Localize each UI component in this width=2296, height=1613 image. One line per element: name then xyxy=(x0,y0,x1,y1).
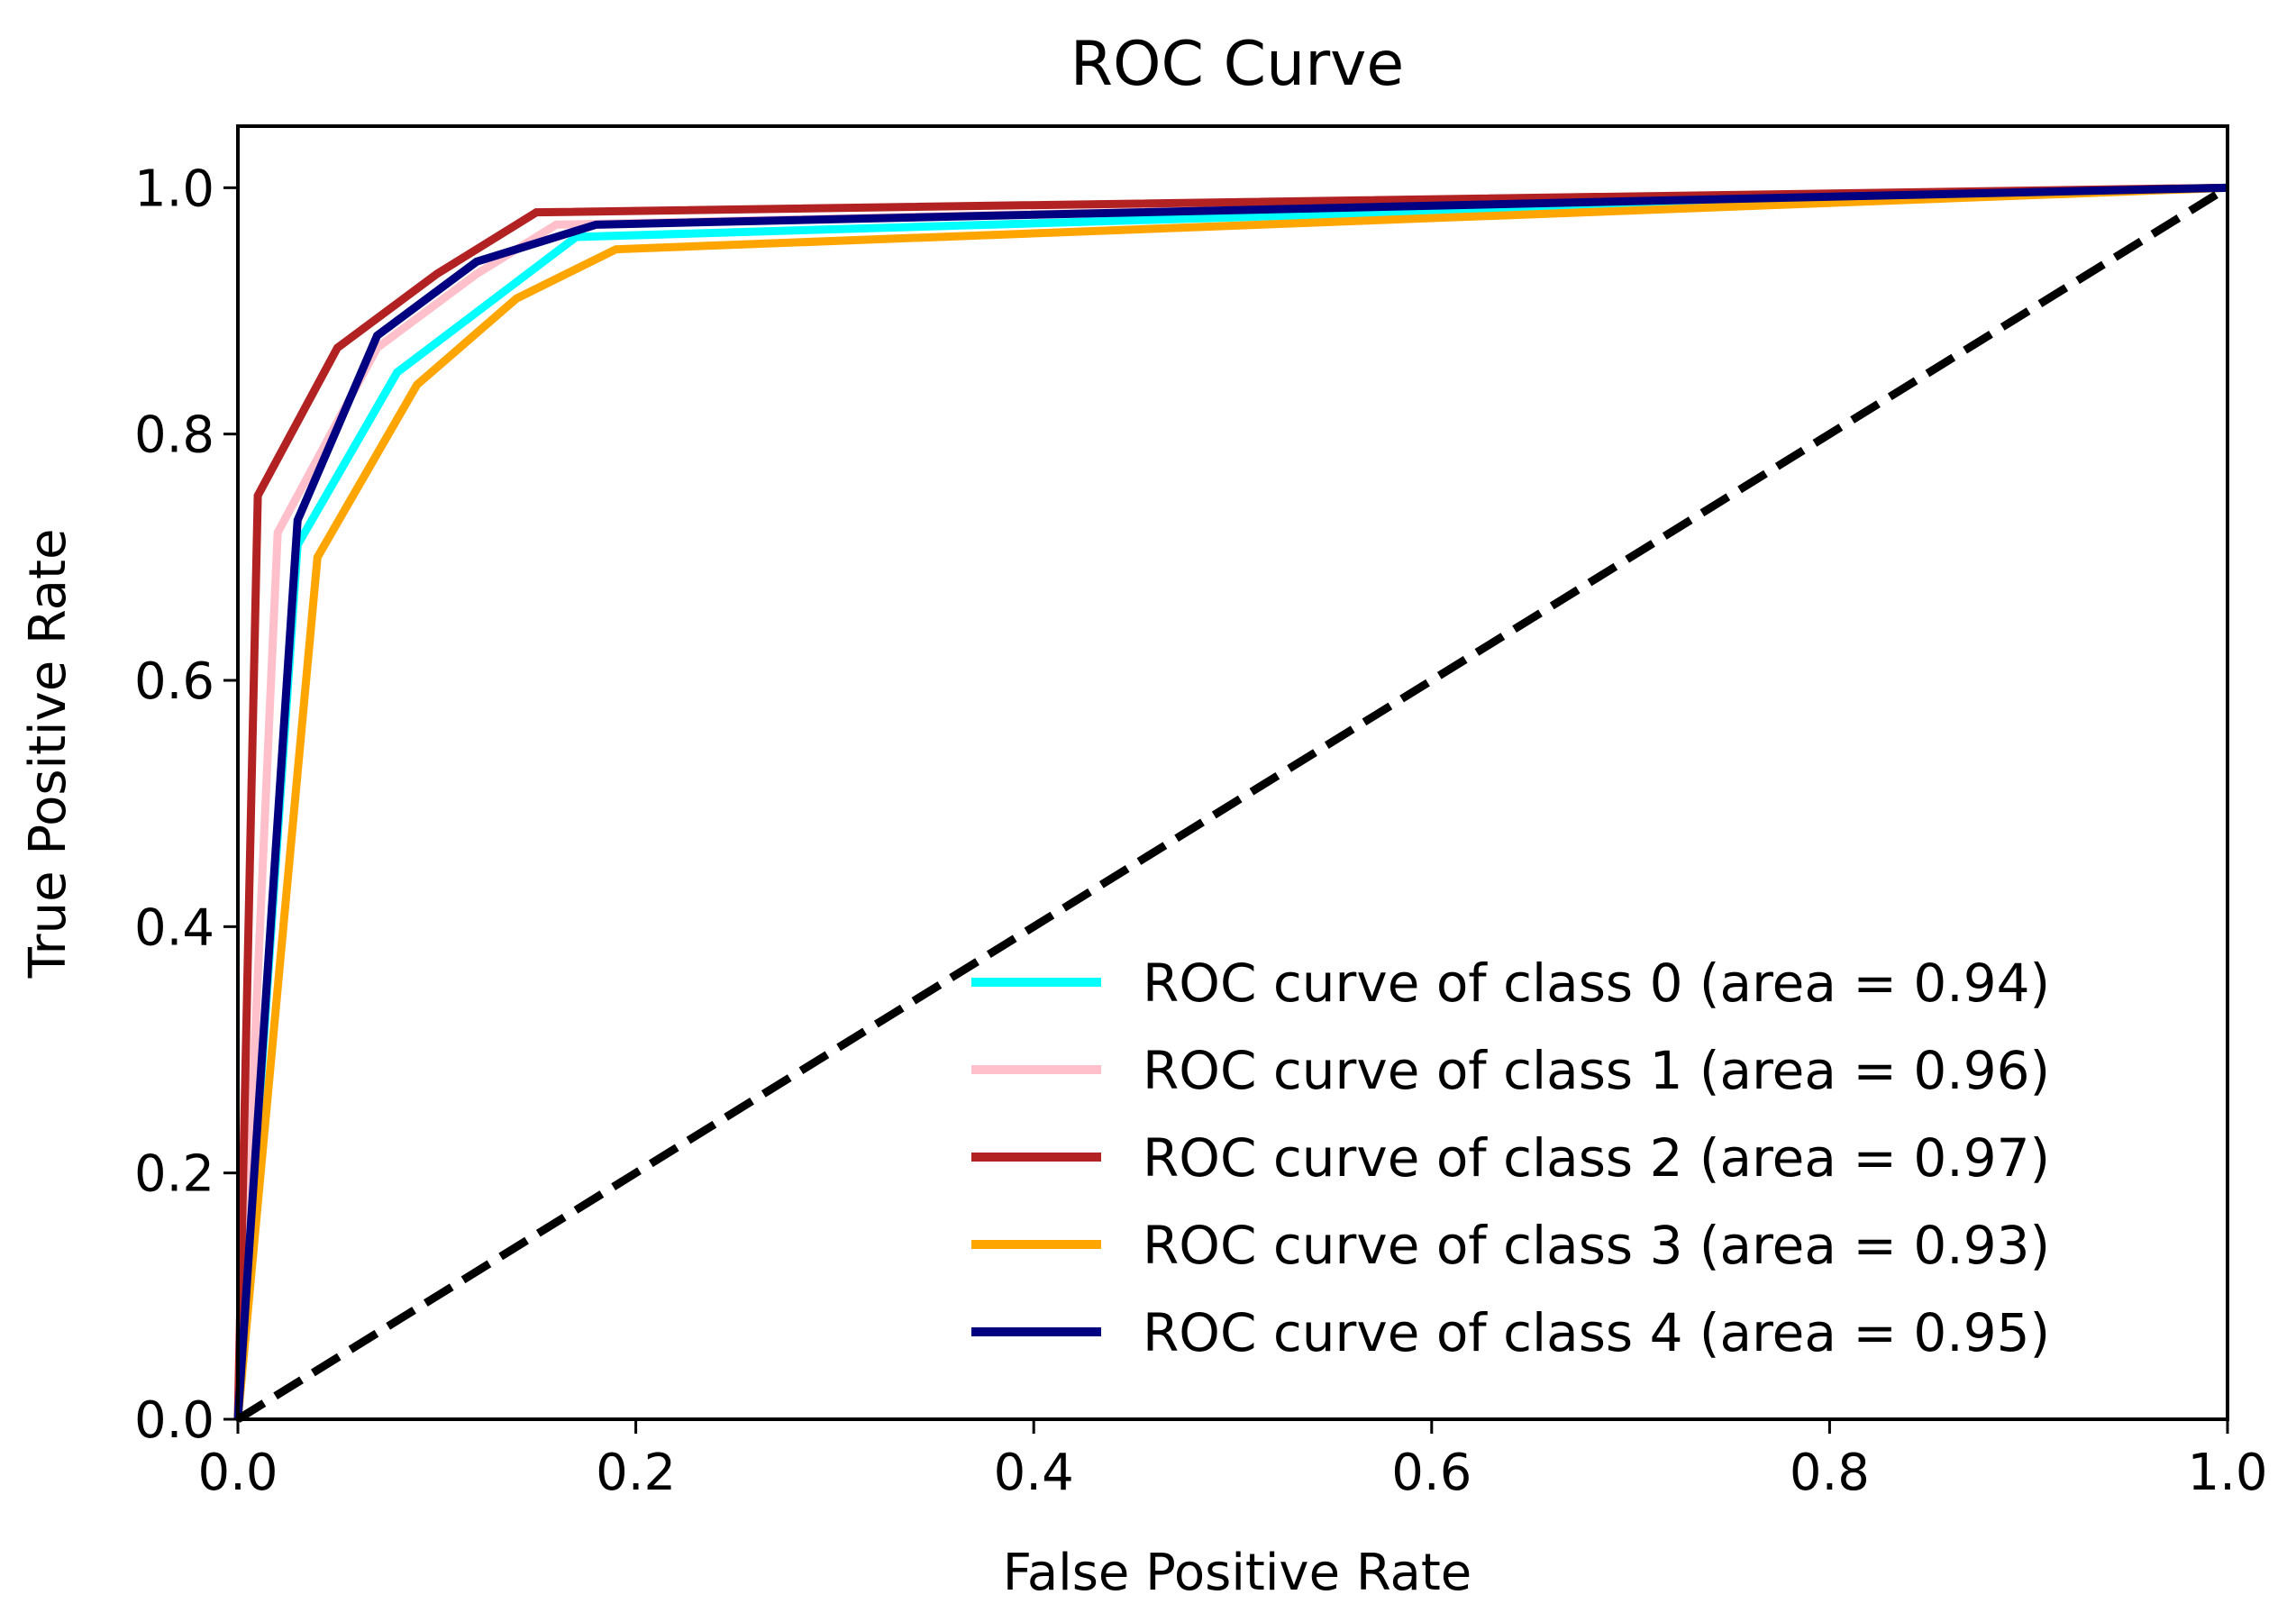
plot-frame xyxy=(236,124,2229,1421)
x-axis-label: False Positive Rate xyxy=(1003,1544,1471,1602)
x-tick-label: 0.8 xyxy=(1790,1444,1870,1502)
chart-title: ROC Curve xyxy=(1071,29,1404,100)
y-tick-label: 1.0 xyxy=(134,159,214,218)
reference-diagonal-line xyxy=(235,184,2230,1423)
legend-label-class-3: ROC curve of class 3 (area = 0.93) xyxy=(1143,1215,2050,1276)
legend-label-class-4: ROC curve of class 4 (area = 0.95) xyxy=(1143,1302,2050,1363)
x-tick-label: 1.0 xyxy=(2187,1444,2267,1502)
y-tick-label: 0.0 xyxy=(134,1391,214,1450)
y-tick-label: 0.2 xyxy=(134,1145,214,1204)
legend-label-class-2: ROC curve of class 2 (area = 0.97) xyxy=(1143,1127,2050,1189)
x-tick-label: 0.4 xyxy=(994,1444,1074,1502)
roc-line-class-4 xyxy=(233,183,2228,1420)
legend-label-class-1: ROC curve of class 1 (area = 0.96) xyxy=(1143,1040,2050,1101)
x-tick-label: 0.0 xyxy=(197,1444,278,1502)
roc-line-class-2 xyxy=(233,183,2228,1420)
y-tick-label: 0.4 xyxy=(134,898,214,957)
legend: ROC curve of class 0 (area = 0.94) ROC cu… xyxy=(971,952,2050,1363)
roc-line-class-3 xyxy=(233,183,2228,1420)
y-axis-ticks: 0.0 0.2 0.4 0.6 0.8 1.0 xyxy=(134,159,238,1450)
y-tick-label: 0.8 xyxy=(134,406,214,465)
series-layer xyxy=(233,183,2228,1420)
x-tick-label: 0.6 xyxy=(1391,1444,1471,1502)
reference-layer xyxy=(235,184,2230,1423)
legend-label-class-0: ROC curve of class 0 (area = 0.94) xyxy=(1143,952,2050,1014)
y-axis-label: True Positive Rate xyxy=(19,529,77,980)
x-axis-ticks: 0.0 0.2 0.4 0.6 0.8 1.0 xyxy=(197,1419,2268,1502)
x-tick-label: 0.2 xyxy=(596,1444,676,1502)
y-tick-label: 0.6 xyxy=(134,652,214,711)
